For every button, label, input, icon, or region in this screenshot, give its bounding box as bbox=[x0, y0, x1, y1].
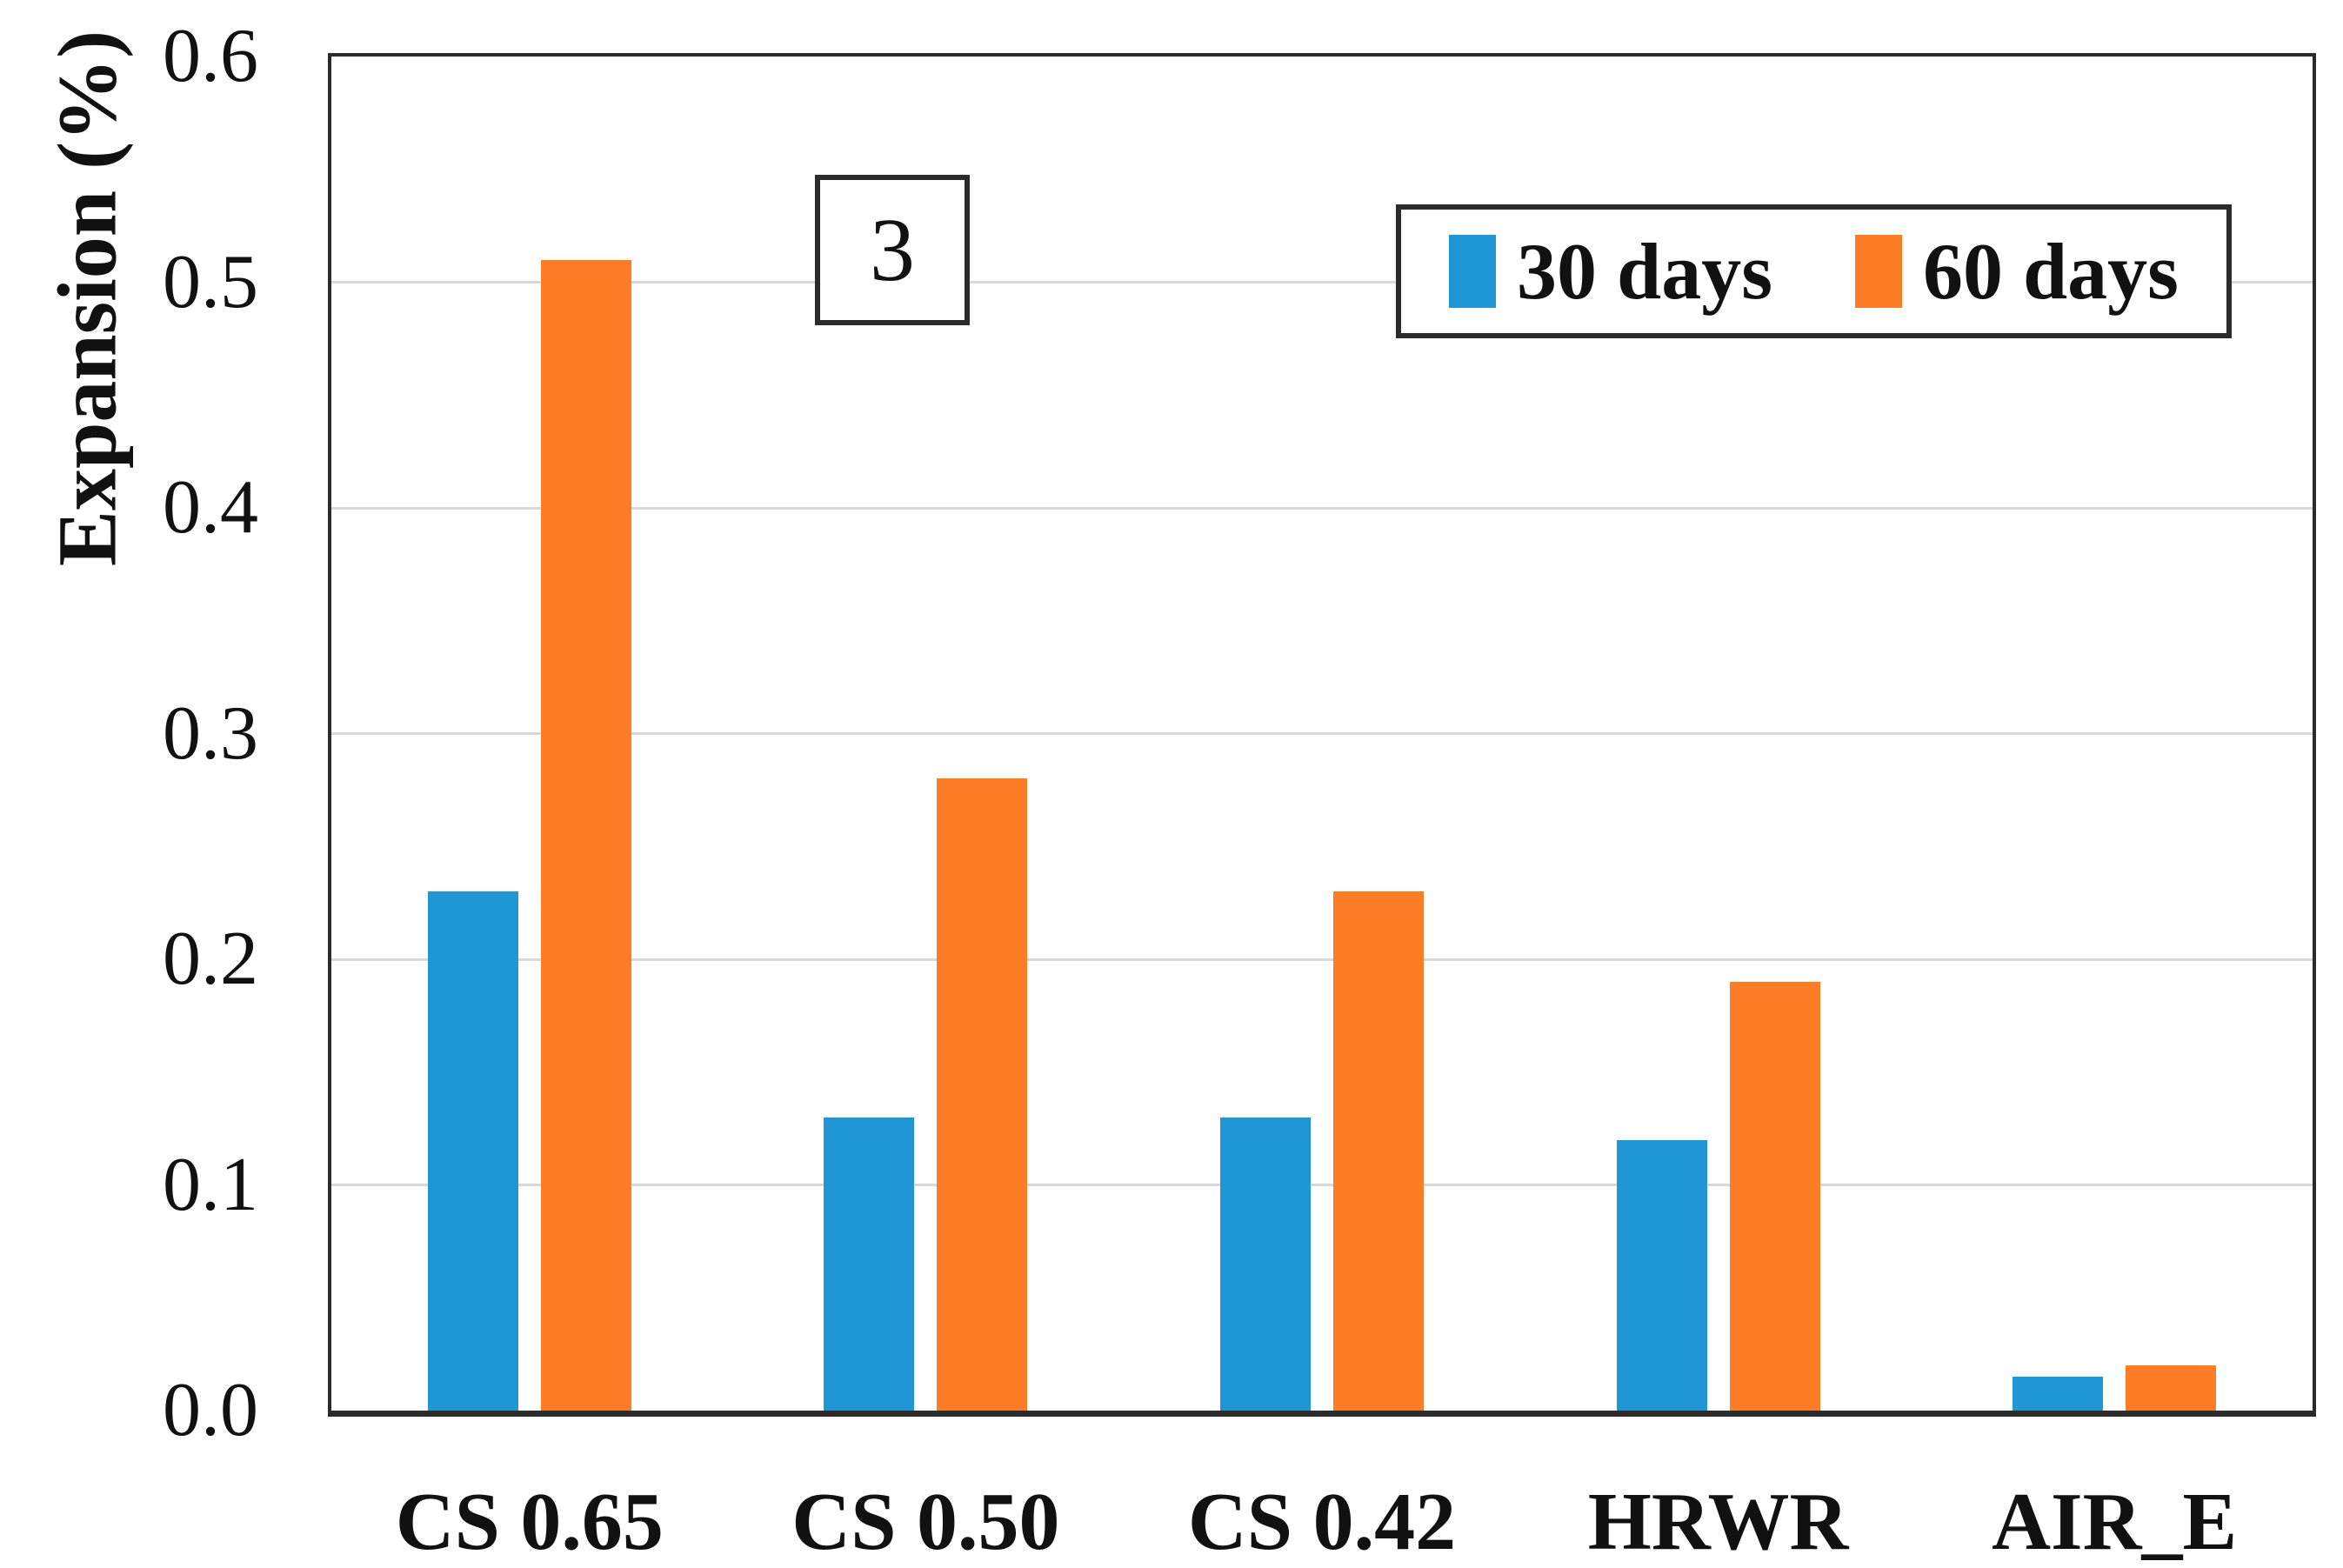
bar-60-days-hrwr bbox=[1729, 981, 1820, 1411]
y-tick-label: 0.1 bbox=[163, 1142, 258, 1227]
bar-30-days-hrwr bbox=[1616, 1139, 1707, 1411]
legend-swatch-30-days bbox=[1449, 235, 1497, 308]
y-tick-label: 0.0 bbox=[163, 1368, 258, 1452]
legend: 30 days 60 days bbox=[1396, 204, 2232, 338]
bar-60-days-cs-0-65 bbox=[540, 259, 631, 1411]
legend-item-30-days: 30 days bbox=[1449, 225, 1772, 317]
gridline bbox=[331, 732, 2313, 735]
bar-60-days-cs-0-42 bbox=[1333, 891, 1424, 1411]
x-category-label: HRWR bbox=[1587, 1477, 1849, 1567]
legend-label-60-days: 60 days bbox=[1923, 227, 2179, 316]
annotation-box: 3 bbox=[815, 175, 970, 325]
bar-30-days-cs-0-50 bbox=[824, 1117, 915, 1411]
y-tick-label: 0.3 bbox=[163, 691, 258, 776]
bar-30-days-cs-0-42 bbox=[1220, 1117, 1311, 1411]
x-category-label: CS 0.65 bbox=[395, 1477, 664, 1567]
y-tick-label: 0.2 bbox=[163, 917, 258, 1001]
legend-item-60-days: 60 days bbox=[1855, 225, 2179, 317]
gridline bbox=[331, 506, 2313, 510]
x-category-label: CS 0.50 bbox=[791, 1477, 1060, 1567]
bar-30-days-air-e bbox=[2013, 1377, 2104, 1411]
bar-30-days-cs-0-65 bbox=[427, 891, 518, 1411]
y-tick-label: 0.5 bbox=[163, 239, 258, 324]
x-category-label: CS 0.42 bbox=[1187, 1477, 1457, 1567]
legend-swatch-60-days bbox=[1855, 235, 1902, 308]
bar-60-days-cs-0-50 bbox=[937, 778, 1028, 1411]
annotation-text: 3 bbox=[870, 200, 915, 300]
bar-60-days-air-e bbox=[2126, 1365, 2217, 1411]
x-category-label: AIR_E bbox=[1992, 1477, 2238, 1567]
gridline bbox=[331, 1184, 2313, 1186]
y-tick-label: 0.6 bbox=[163, 14, 258, 98]
legend-label-30-days: 30 days bbox=[1517, 227, 1772, 316]
gridline bbox=[331, 281, 2313, 284]
y-tick-label: 0.4 bbox=[163, 465, 258, 550]
gridline bbox=[331, 957, 2313, 961]
